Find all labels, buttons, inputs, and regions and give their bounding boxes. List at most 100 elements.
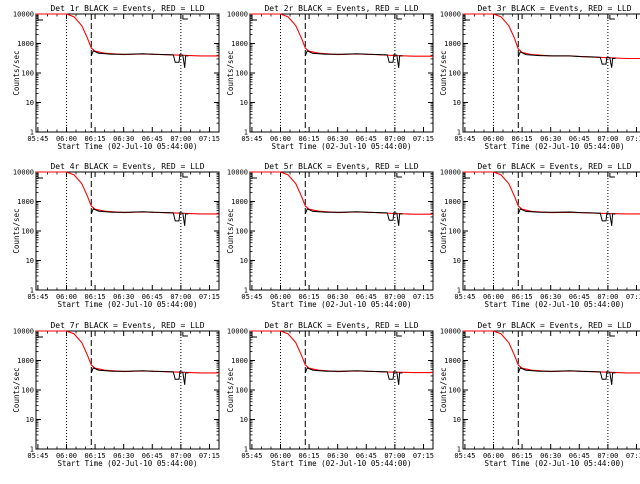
lld-series-line: [250, 13, 433, 57]
plot-frame: [462, 13, 640, 133]
start-bracket-mark: [251, 332, 257, 338]
x-tick-label: 06:00: [56, 452, 77, 460]
lld-series-line: [463, 330, 640, 374]
chart-panel-3: Det 3r BLACK = Events, RED = LLD 1 10 100 10…: [439, 4, 640, 151]
y-tick-label: 1000: [444, 40, 461, 48]
x-axis-label: Start Time (02-Jul-10 05:44:00): [485, 459, 625, 468]
y-tick-label: 10: [240, 416, 248, 424]
x-tick-label: 06:00: [270, 452, 291, 460]
events-series-line: [304, 367, 403, 385]
chart-panel-1: Det 1r BLACK = Events, RED = LLD 1 10 100 10…: [12, 4, 220, 151]
x-axis-label: Start Time (02-Jul-10 05:44:00): [272, 459, 412, 468]
events-series-line: [304, 208, 403, 226]
chart-title: Det 1r BLACK = Events, RED = LLD: [50, 4, 204, 13]
y-axis-label: Counts/sec: [439, 50, 448, 95]
y-tick-label: 10: [26, 257, 34, 265]
y-tick-label: 1000: [17, 198, 34, 206]
x-tick-label: 06:45: [142, 293, 163, 301]
x-tick-label: 06:15: [85, 135, 106, 143]
x-tick-label: 06:45: [356, 293, 377, 301]
y-axis-label: Counts/sec: [12, 367, 21, 412]
y-axis-label: Counts/sec: [226, 50, 235, 95]
lld-series-line: [250, 171, 433, 215]
start-bracket-mark: [37, 332, 43, 338]
y-tick-label: 10: [453, 257, 461, 265]
x-tick-label: 06:45: [142, 452, 163, 460]
events-series-line: [517, 208, 616, 226]
start-bracket-mark: [37, 173, 43, 179]
y-tick-label: 100: [235, 387, 248, 395]
x-axis-label: Start Time (02-Jul-10 05:44:00): [58, 300, 198, 309]
x-tick-label: 06:15: [299, 293, 320, 301]
start-bracket-mark: [251, 173, 257, 179]
x-tick-label: 07:15: [413, 135, 434, 143]
lld-series-line: [36, 330, 219, 374]
x-axis-label: Start Time (02-Jul-10 05:44:00): [485, 300, 625, 309]
chart-title: Det 8r BLACK = Events, RED = LLD: [264, 321, 418, 330]
y-tick-label: 1000: [231, 40, 248, 48]
chart-panel-6: Det 6r BLACK = Events, RED = LLD 1 10 100 10…: [439, 162, 640, 309]
plot-frame: [462, 171, 640, 291]
y-axis-label: Counts/sec: [439, 208, 448, 253]
x-tick-label: 06:45: [356, 452, 377, 460]
y-tick-label: 100: [448, 228, 461, 236]
plot-frame: [35, 13, 220, 133]
lld-series-line: [36, 13, 219, 57]
x-tick-label: 06:00: [270, 293, 291, 301]
x-tick-label: 06:30: [540, 135, 561, 143]
x-tick-label: 06:45: [569, 293, 590, 301]
x-tick-label: 05:45: [454, 293, 475, 301]
x-tick-label: 07:15: [199, 452, 220, 460]
x-tick-label: 06:30: [540, 452, 561, 460]
end-bracket-mark: [609, 15, 615, 20]
plot-frame: [35, 330, 220, 450]
x-tick-label: 06:15: [85, 293, 106, 301]
x-axis-label: Start Time (02-Jul-10 05:44:00): [272, 142, 412, 151]
x-tick-label: 06:45: [569, 452, 590, 460]
plot-frame: [35, 171, 220, 291]
chart-title: Det 3r BLACK = Events, RED = LLD: [477, 4, 631, 13]
y-tick-label: 1: [244, 287, 248, 295]
y-tick-label: 1000: [444, 198, 461, 206]
y-tick-label: 1000: [444, 357, 461, 365]
y-tick-label: 10: [240, 257, 248, 265]
x-tick-label: 07:15: [199, 293, 220, 301]
x-tick-label: 06:30: [113, 293, 134, 301]
y-tick-label: 1000: [231, 198, 248, 206]
x-tick-label: 05:45: [241, 293, 262, 301]
x-tick-label: 06:15: [299, 135, 320, 143]
x-axis-label: Start Time (02-Jul-10 05:44:00): [272, 300, 412, 309]
x-tick-label: 06:15: [512, 452, 533, 460]
y-tick-label: 10: [26, 416, 34, 424]
x-tick-label: 07:00: [170, 135, 191, 143]
x-tick-label: 07:15: [199, 135, 220, 143]
events-series-line: [90, 367, 189, 385]
x-tick-label: 05:45: [454, 452, 475, 460]
end-bracket-mark: [182, 15, 188, 20]
plot-frame: [249, 171, 434, 291]
chart-title: Det 6r BLACK = Events, RED = LLD: [477, 162, 631, 171]
x-tick-label: 05:45: [241, 135, 262, 143]
start-bracket-mark: [464, 332, 470, 338]
lld-series-line: [463, 13, 640, 60]
x-tick-label: 07:00: [384, 452, 405, 460]
y-tick-label: 10: [26, 99, 34, 107]
y-tick-label: 1: [30, 287, 34, 295]
x-tick-label: 07:00: [384, 293, 405, 301]
y-tick-label: 10000: [227, 169, 248, 177]
lld-series-line: [463, 171, 640, 215]
y-axis-label: Counts/sec: [439, 367, 448, 412]
y-tick-label: 100: [235, 228, 248, 236]
y-tick-label: 1: [244, 129, 248, 137]
x-tick-label: 05:45: [27, 293, 48, 301]
plot-frame: [249, 330, 434, 450]
y-tick-label: 100: [235, 70, 248, 78]
x-tick-label: 07:00: [170, 452, 191, 460]
chart-panel-9: Det 9r BLACK = Events, RED = LLD 1 10 100 10…: [439, 321, 640, 468]
y-tick-label: 1: [30, 446, 34, 454]
x-tick-label: 07:15: [626, 135, 640, 143]
y-tick-label: 100: [21, 70, 34, 78]
x-tick-label: 06:30: [113, 452, 134, 460]
